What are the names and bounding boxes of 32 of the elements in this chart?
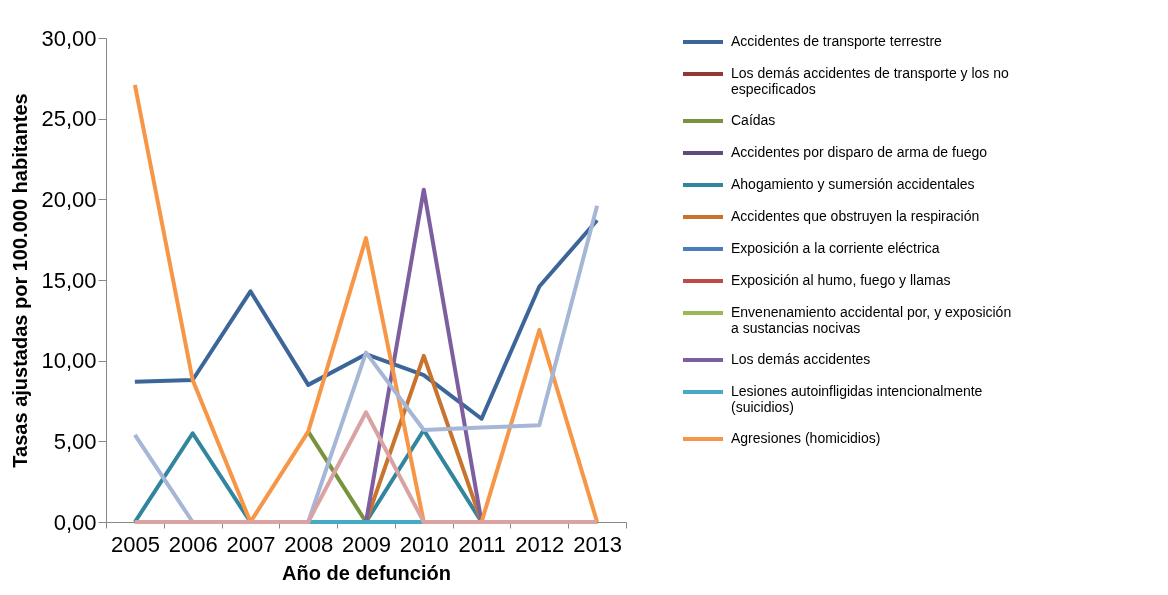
y-tick-label: 30,00 — [41, 25, 97, 51]
y-tick-label: 0,00 — [53, 509, 97, 535]
legend-label: Ahogamiento y sumersión accidentales — [731, 176, 975, 192]
legend-label: Accidentes de transporte terrestre — [731, 33, 943, 49]
y-tick-label: 5,00 — [53, 428, 97, 454]
y-tick-label: 25,00 — [41, 106, 97, 132]
legend-label: Los demás accidentes — [731, 351, 871, 367]
legend-label: Caídas — [731, 112, 776, 128]
legend-label: Accidentes que obstruyen la respiración — [731, 208, 980, 224]
x-tick-label: 2010 — [399, 531, 449, 557]
legend-label: Exposición a la corriente eléctrica — [731, 240, 940, 256]
x-tick-label: 2005 — [110, 531, 160, 557]
y-tick-label: 15,00 — [41, 267, 97, 293]
y-axis-title: Tasas ajustadas por 100.000 habitantes — [9, 93, 32, 468]
legend-label: Lesiones autoinfligidas intencionalmente (suicidios) — [731, 383, 983, 415]
x-axis-title: Año de defunción — [282, 561, 451, 584]
legend-label: Los demás accidentes de transporte y los no especificados — [731, 65, 1010, 97]
y-tick-label: 20,00 — [41, 186, 97, 212]
x-tick-label: 2011 — [458, 531, 506, 557]
line-series — [132, 82, 600, 524]
legend-label: Exposición al humo, fuego y llamas — [731, 272, 951, 288]
legend-label: Accidentes por disparo de arma de fuego — [731, 144, 988, 160]
y-tick-label: 10,00 — [41, 348, 97, 374]
line-series — [132, 218, 600, 421]
x-tick-label: 2013 — [573, 531, 623, 557]
x-tick-label: 2009 — [342, 531, 391, 557]
legend-label: Agresiones (homicidios) — [731, 430, 881, 446]
legend-label: Envenenamiento accidental por, y exposición a sustancias nocivas — [731, 304, 1012, 336]
x-tick-label: 2008 — [284, 531, 334, 557]
x-tick-label: 2012 — [515, 531, 565, 557]
x-tick-label: 2007 — [226, 531, 276, 557]
x-tick-label: 2006 — [168, 531, 218, 557]
